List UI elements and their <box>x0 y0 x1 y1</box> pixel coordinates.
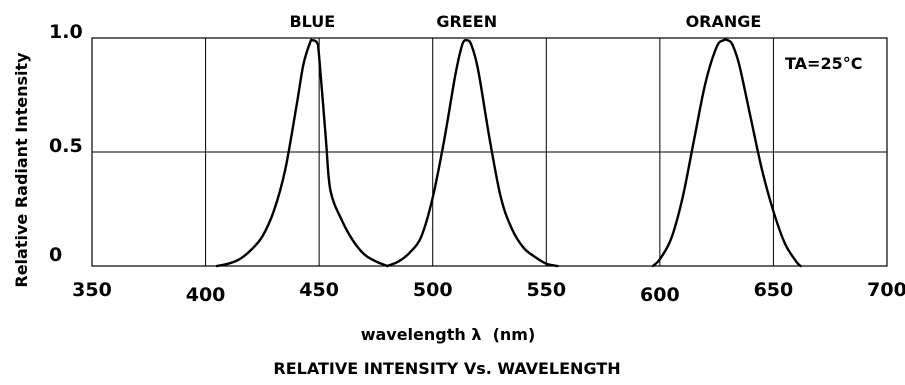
x-tick-label: 450 <box>299 279 339 301</box>
temperature-annotation: TA=25°C <box>785 54 862 73</box>
x-tick-label: 600 <box>640 284 680 306</box>
plot-frame <box>91 37 888 267</box>
grid <box>92 38 887 266</box>
series-curve-orange <box>651 38 802 268</box>
y-axis-label: Relative Radiant Intensity <box>12 52 31 288</box>
series-labels: BLUE GREEN ORANGE <box>289 12 761 31</box>
x-tick-label: 400 <box>186 284 226 306</box>
series-curve-blue <box>215 38 389 268</box>
series-label-orange: ORANGE <box>686 12 762 31</box>
x-tick-label: 500 <box>413 279 453 301</box>
x-tick-label: 700 <box>867 279 905 301</box>
series-curves <box>215 38 802 268</box>
series-label-blue: BLUE <box>289 12 335 31</box>
y-tick-label: 0 <box>49 244 62 266</box>
x-axis-label: wavelength λ (nm) <box>361 325 536 344</box>
x-tick-label: 650 <box>754 279 794 301</box>
tick-labels: 350 400 450 500 550 600 650 700 0 0.5 1.0 <box>49 21 905 306</box>
chart-title: RELATIVE INTENSITY Vs. WAVELENGTH <box>273 359 620 378</box>
series-label-green: GREEN <box>436 12 497 31</box>
y-tick-label: 1.0 <box>49 21 83 43</box>
y-tick-label: 0.5 <box>49 135 83 157</box>
x-tick-label: 550 <box>526 279 566 301</box>
x-tick-label: 350 <box>72 279 112 301</box>
series-curve-green <box>386 39 559 268</box>
